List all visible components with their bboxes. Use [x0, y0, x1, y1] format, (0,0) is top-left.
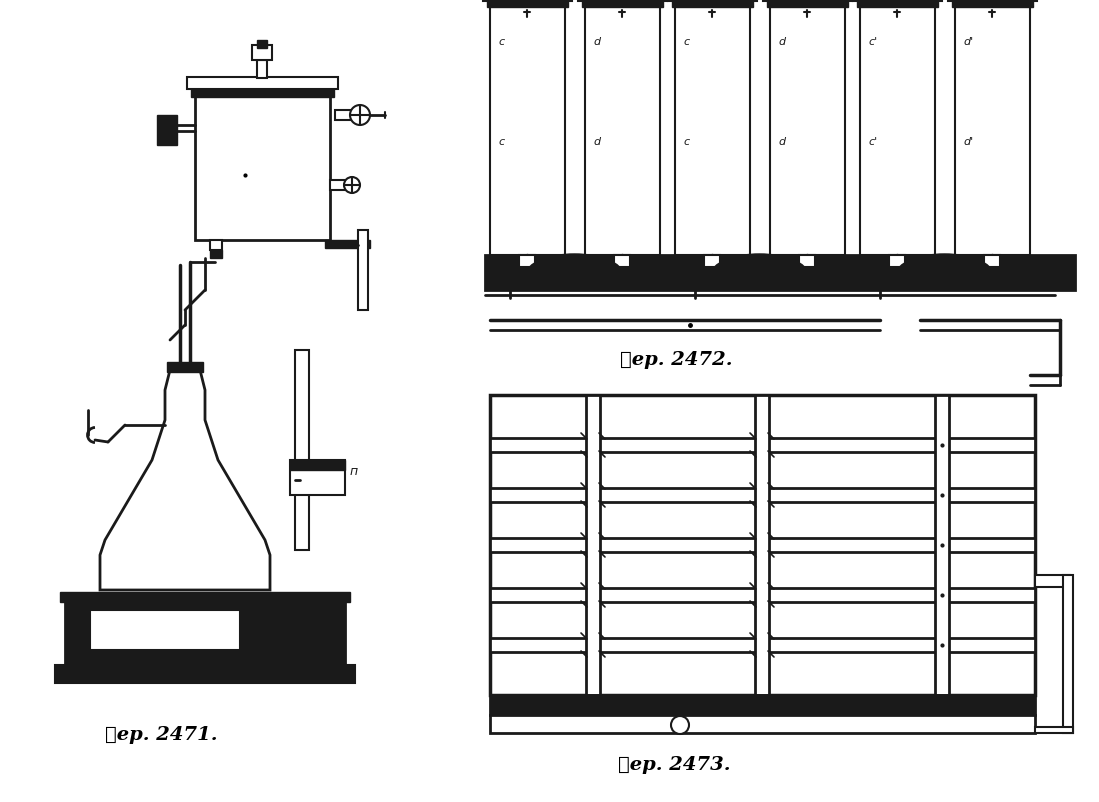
Text: d: d [593, 37, 600, 47]
Text: 䉾ер. 2473.: 䉾ер. 2473. [618, 756, 731, 774]
Bar [853, 0, 942, 1]
Bar [889, 255, 904, 267]
Bar [799, 255, 815, 267]
Bar [290, 460, 345, 495]
Bar [955, 5, 1030, 255]
Bar [948, 0, 1037, 1]
Bar [755, 395, 769, 695]
Text: c: c [682, 37, 689, 47]
Bar [519, 255, 535, 267]
Bar [490, 695, 1035, 715]
Bar [485, 255, 1075, 290]
Bar [1035, 575, 1070, 587]
Bar [257, 60, 267, 78]
Bar [490, 5, 565, 255]
Bar [490, 638, 1035, 652]
Bar [767, 0, 848, 7]
Bar [490, 538, 1035, 552]
Bar [358, 230, 368, 310]
Circle shape [344, 177, 360, 193]
Bar [187, 77, 338, 89]
Circle shape [671, 716, 689, 734]
Polygon shape [100, 370, 270, 590]
Bar [490, 715, 1035, 733]
Bar [490, 488, 1035, 502]
Bar [704, 255, 720, 267]
Bar [325, 240, 370, 248]
Text: d': d' [963, 37, 973, 47]
Bar [770, 5, 845, 255]
Bar [984, 255, 1000, 267]
Bar [935, 395, 950, 695]
Bar [157, 115, 177, 145]
Text: 䉾ер. 2472.: 䉾ер. 2472. [620, 351, 733, 369]
Bar [90, 610, 240, 650]
Bar [330, 180, 345, 190]
Text: c: c [498, 37, 504, 47]
Bar [585, 5, 660, 255]
Text: d: d [778, 37, 785, 47]
Text: 䉾ер. 2471.: 䉾ер. 2471. [106, 726, 218, 744]
Bar [335, 110, 353, 120]
Bar [1063, 575, 1073, 733]
Bar [55, 665, 355, 683]
Text: c: c [498, 137, 504, 147]
Circle shape [349, 105, 370, 125]
Bar [857, 0, 939, 7]
Text: d: d [593, 137, 600, 147]
Bar [167, 362, 203, 372]
Bar [65, 600, 345, 665]
Bar [60, 592, 349, 602]
Bar [295, 350, 309, 550]
Bar [210, 240, 222, 250]
Bar [490, 438, 1035, 452]
Bar [675, 5, 750, 255]
Text: d': d' [963, 137, 973, 147]
Text: c': c' [868, 37, 877, 47]
Bar [614, 255, 630, 267]
Bar [671, 0, 753, 7]
Bar [668, 0, 757, 1]
Text: d: d [778, 137, 785, 147]
Bar [952, 0, 1033, 7]
Bar [487, 0, 568, 7]
Bar [861, 5, 935, 255]
Bar [482, 0, 571, 1]
Bar [210, 250, 222, 258]
Bar [252, 45, 271, 60]
Bar [763, 0, 852, 1]
Bar [490, 395, 1035, 695]
Bar [195, 95, 330, 240]
Text: c': c' [868, 137, 877, 147]
Bar [257, 40, 267, 48]
Bar [490, 588, 1035, 602]
Bar [586, 395, 600, 695]
Bar [1035, 727, 1073, 733]
Text: c: c [682, 137, 689, 147]
Bar [290, 460, 345, 470]
Bar [578, 0, 667, 1]
Bar [582, 0, 663, 7]
Bar [191, 87, 334, 97]
Text: п: п [349, 465, 358, 478]
